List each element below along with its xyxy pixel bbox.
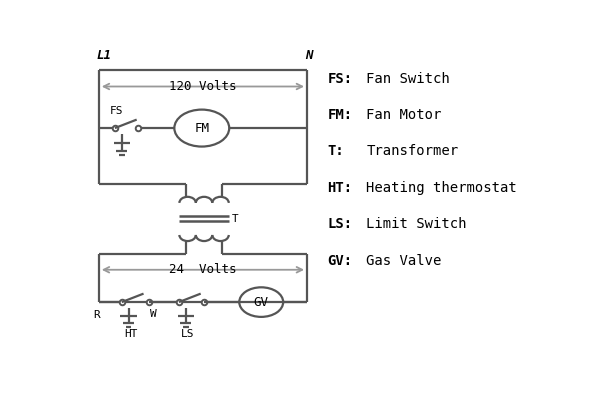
Text: LS: LS [181,330,195,340]
Text: LS:: LS: [327,217,353,231]
Text: T:: T: [327,144,345,158]
Text: FM: FM [194,122,209,134]
Text: Gas Valve: Gas Valve [366,254,442,268]
Text: 120 Volts: 120 Volts [169,80,237,93]
Text: W: W [150,310,157,320]
Text: Limit Switch: Limit Switch [366,217,467,231]
Text: 24  Volts: 24 Volts [169,263,237,276]
Text: N: N [306,49,313,62]
Text: Heating thermostat: Heating thermostat [366,181,517,195]
Text: HT:: HT: [327,181,353,195]
Text: Fan Motor: Fan Motor [366,108,442,122]
Text: GV:: GV: [327,254,353,268]
Text: T: T [231,214,238,224]
Text: Fan Switch: Fan Switch [366,72,450,86]
Text: GV: GV [254,296,268,309]
Text: HT: HT [124,330,137,340]
Text: L1: L1 [97,49,112,62]
Text: FS:: FS: [327,72,353,86]
Text: FS: FS [110,106,123,116]
Text: FM:: FM: [327,108,353,122]
Text: R: R [93,310,100,320]
Text: Transformer: Transformer [366,144,458,158]
